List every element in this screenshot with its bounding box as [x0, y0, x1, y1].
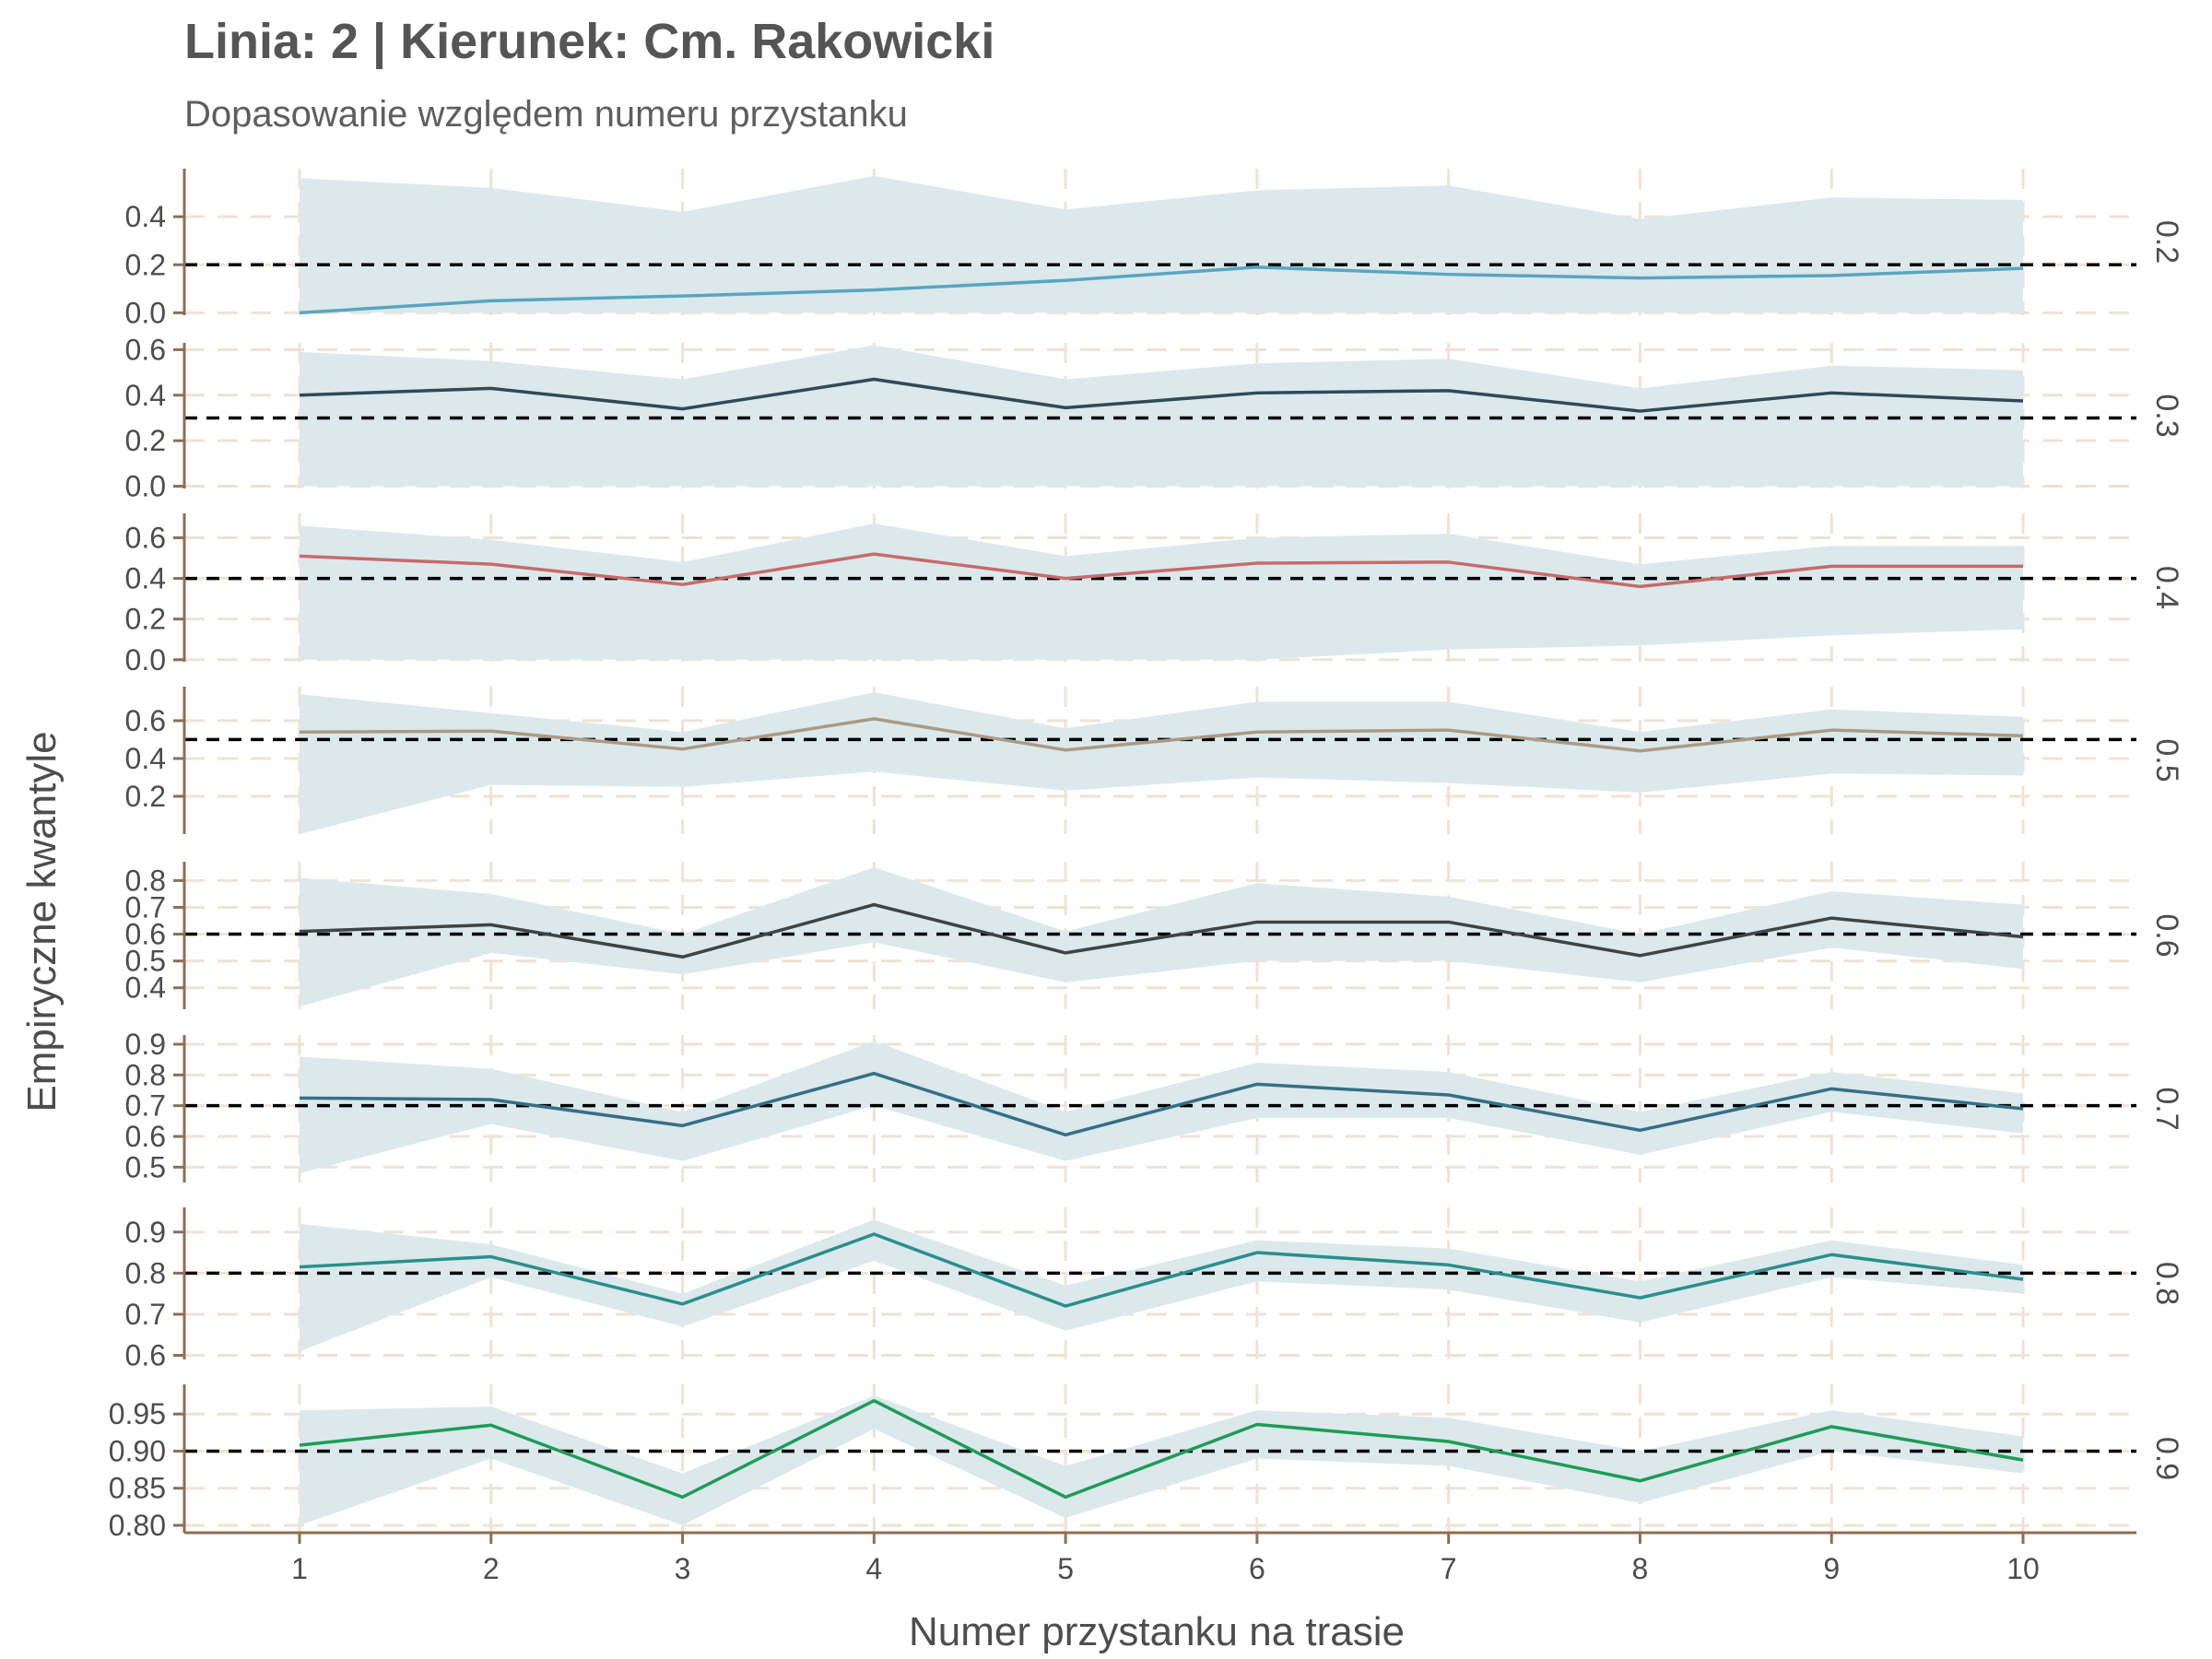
y-tick-label: 0.95	[109, 1397, 166, 1430]
x-tick-label: 3	[675, 1552, 691, 1585]
x-tick-label: 9	[1823, 1552, 1840, 1585]
facet-panel-0.9: 0.80 0.85 0.90 0.95 0.9	[109, 1384, 2184, 1542]
y-tick-label: 0.80	[109, 1509, 166, 1542]
facet-strip-label: 0.8	[2149, 1262, 2184, 1305]
y-axis-title: Empiryczne kwantyle	[19, 731, 65, 1112]
facet-panel-0.2: 0.0 0.2 0.4 0.2	[125, 169, 2184, 329]
y-tick-label: 0.4	[125, 742, 166, 775]
series-line-0.9	[299, 1398, 2024, 1500]
y-tick-label: 0.4	[125, 971, 166, 1005]
x-axis-title: Numer przystanku na trasie	[909, 1609, 1405, 1654]
x-tick-label: 7	[1441, 1552, 1457, 1585]
facet-panel-0.4: 0.0 0.2 0.4 0.6 0.4	[125, 513, 2184, 677]
y-tick-label: 0.8	[125, 1058, 166, 1091]
y-tick-label: 0.7	[125, 1089, 166, 1123]
x-tick-label: 6	[1249, 1552, 1265, 1585]
y-tick-label: 0.6	[125, 918, 166, 951]
facet-panel-0.6: 0.40.50.60.70.80.6	[125, 862, 2184, 1009]
series-line-0.7	[299, 1071, 2024, 1137]
series-line-0.2	[299, 265, 2024, 315]
y-tick-label: 0.6	[125, 704, 166, 737]
x-tick-label: 8	[1632, 1552, 1649, 1585]
facet-strip-label: 0.4	[2149, 566, 2184, 609]
y-tick-label: 0.5	[125, 1150, 166, 1183]
x-tick-label: 4	[865, 1552, 882, 1585]
confidence-band	[300, 345, 2023, 487]
y-tick-label: 0.2	[125, 248, 166, 281]
series-line-0.3	[299, 377, 2024, 413]
chart-subtitle: Dopasowanie względem numeru przystanku	[184, 94, 908, 135]
y-tick-label: 0.2	[125, 424, 166, 457]
y-tick-label: 0.6	[125, 1120, 166, 1153]
y-tick-label: 0.4	[125, 200, 166, 233]
y-tick-label: 0.90	[109, 1434, 166, 1467]
y-tick-label: 0.9	[125, 1028, 166, 1061]
facet-strip-label: 0.2	[2149, 220, 2184, 264]
y-tick-label: 0.6	[125, 333, 166, 366]
x-tick-label: 5	[1057, 1552, 1074, 1585]
y-tick-label: 0.2	[125, 780, 166, 813]
facet-panel-0.7: 0.50.60.70.80.90.7	[125, 1028, 2184, 1183]
facet-strip-label: 0.3	[2149, 394, 2184, 437]
facet-panels: 0.00.20.40.20.00.20.40.60.30.00.20.40.60…	[109, 169, 2184, 1542]
y-tick-label: 0.4	[125, 379, 166, 412]
y-tick-label: 0.6	[125, 521, 166, 554]
y-tick-label: 0.8	[125, 864, 166, 897]
confidence-band	[300, 524, 2023, 660]
facet-panel-0.3: 0.0 0.2 0.4 0.6 0.3	[125, 333, 2184, 502]
y-tick-label: 0.0	[125, 296, 166, 329]
y-tick-label: 0.6	[125, 1339, 166, 1372]
facet-strip-label: 0.5	[2149, 738, 2184, 782]
x-tick-label: 10	[2006, 1552, 2040, 1585]
chart-title: Linia: 2 | Kierunek: Cm. Rakowicki	[184, 14, 995, 69]
facet-panel-0.5: 0.2 0.4 0.6 0.5	[125, 687, 2184, 834]
y-tick-label: 0.9	[125, 1216, 166, 1249]
facet-strip-label: 0.7	[2149, 1087, 2184, 1130]
facet-panel-0.8: 0.6 0.7 0.8 0.9 0.8	[125, 1207, 2184, 1372]
x-axis: Numer przystanku na trasie 1 2 3 4 5 6 7 8 9 10	[184, 1531, 2136, 1654]
y-tick-label: 0.4	[125, 562, 166, 595]
facet-strip-label: 0.9	[2149, 1437, 2184, 1480]
y-tick-label: 0.85	[109, 1472, 166, 1505]
series-line-0.8	[299, 1232, 2024, 1308]
x-tick-label: 2	[483, 1552, 500, 1585]
series-line-0.6	[299, 902, 2024, 959]
confidence-band	[300, 692, 2023, 834]
series-line-0.4	[299, 552, 2023, 589]
confidence-band	[300, 1219, 2023, 1352]
y-tick-label: 0.5	[125, 945, 166, 978]
confidence-band	[300, 175, 2023, 313]
series-line-0.5	[299, 717, 2024, 753]
y-tick-label: 0.2	[125, 603, 166, 636]
y-tick-label: 0.8	[125, 1256, 166, 1289]
y-tick-label: 0.0	[125, 470, 166, 503]
y-tick-label: 0.0	[125, 643, 166, 677]
facet-strip-label: 0.6	[2149, 913, 2184, 957]
y-tick-label: 0.7	[125, 890, 166, 924]
y-tick-label: 0.7	[125, 1298, 166, 1331]
x-tick-label: 1	[291, 1552, 308, 1585]
